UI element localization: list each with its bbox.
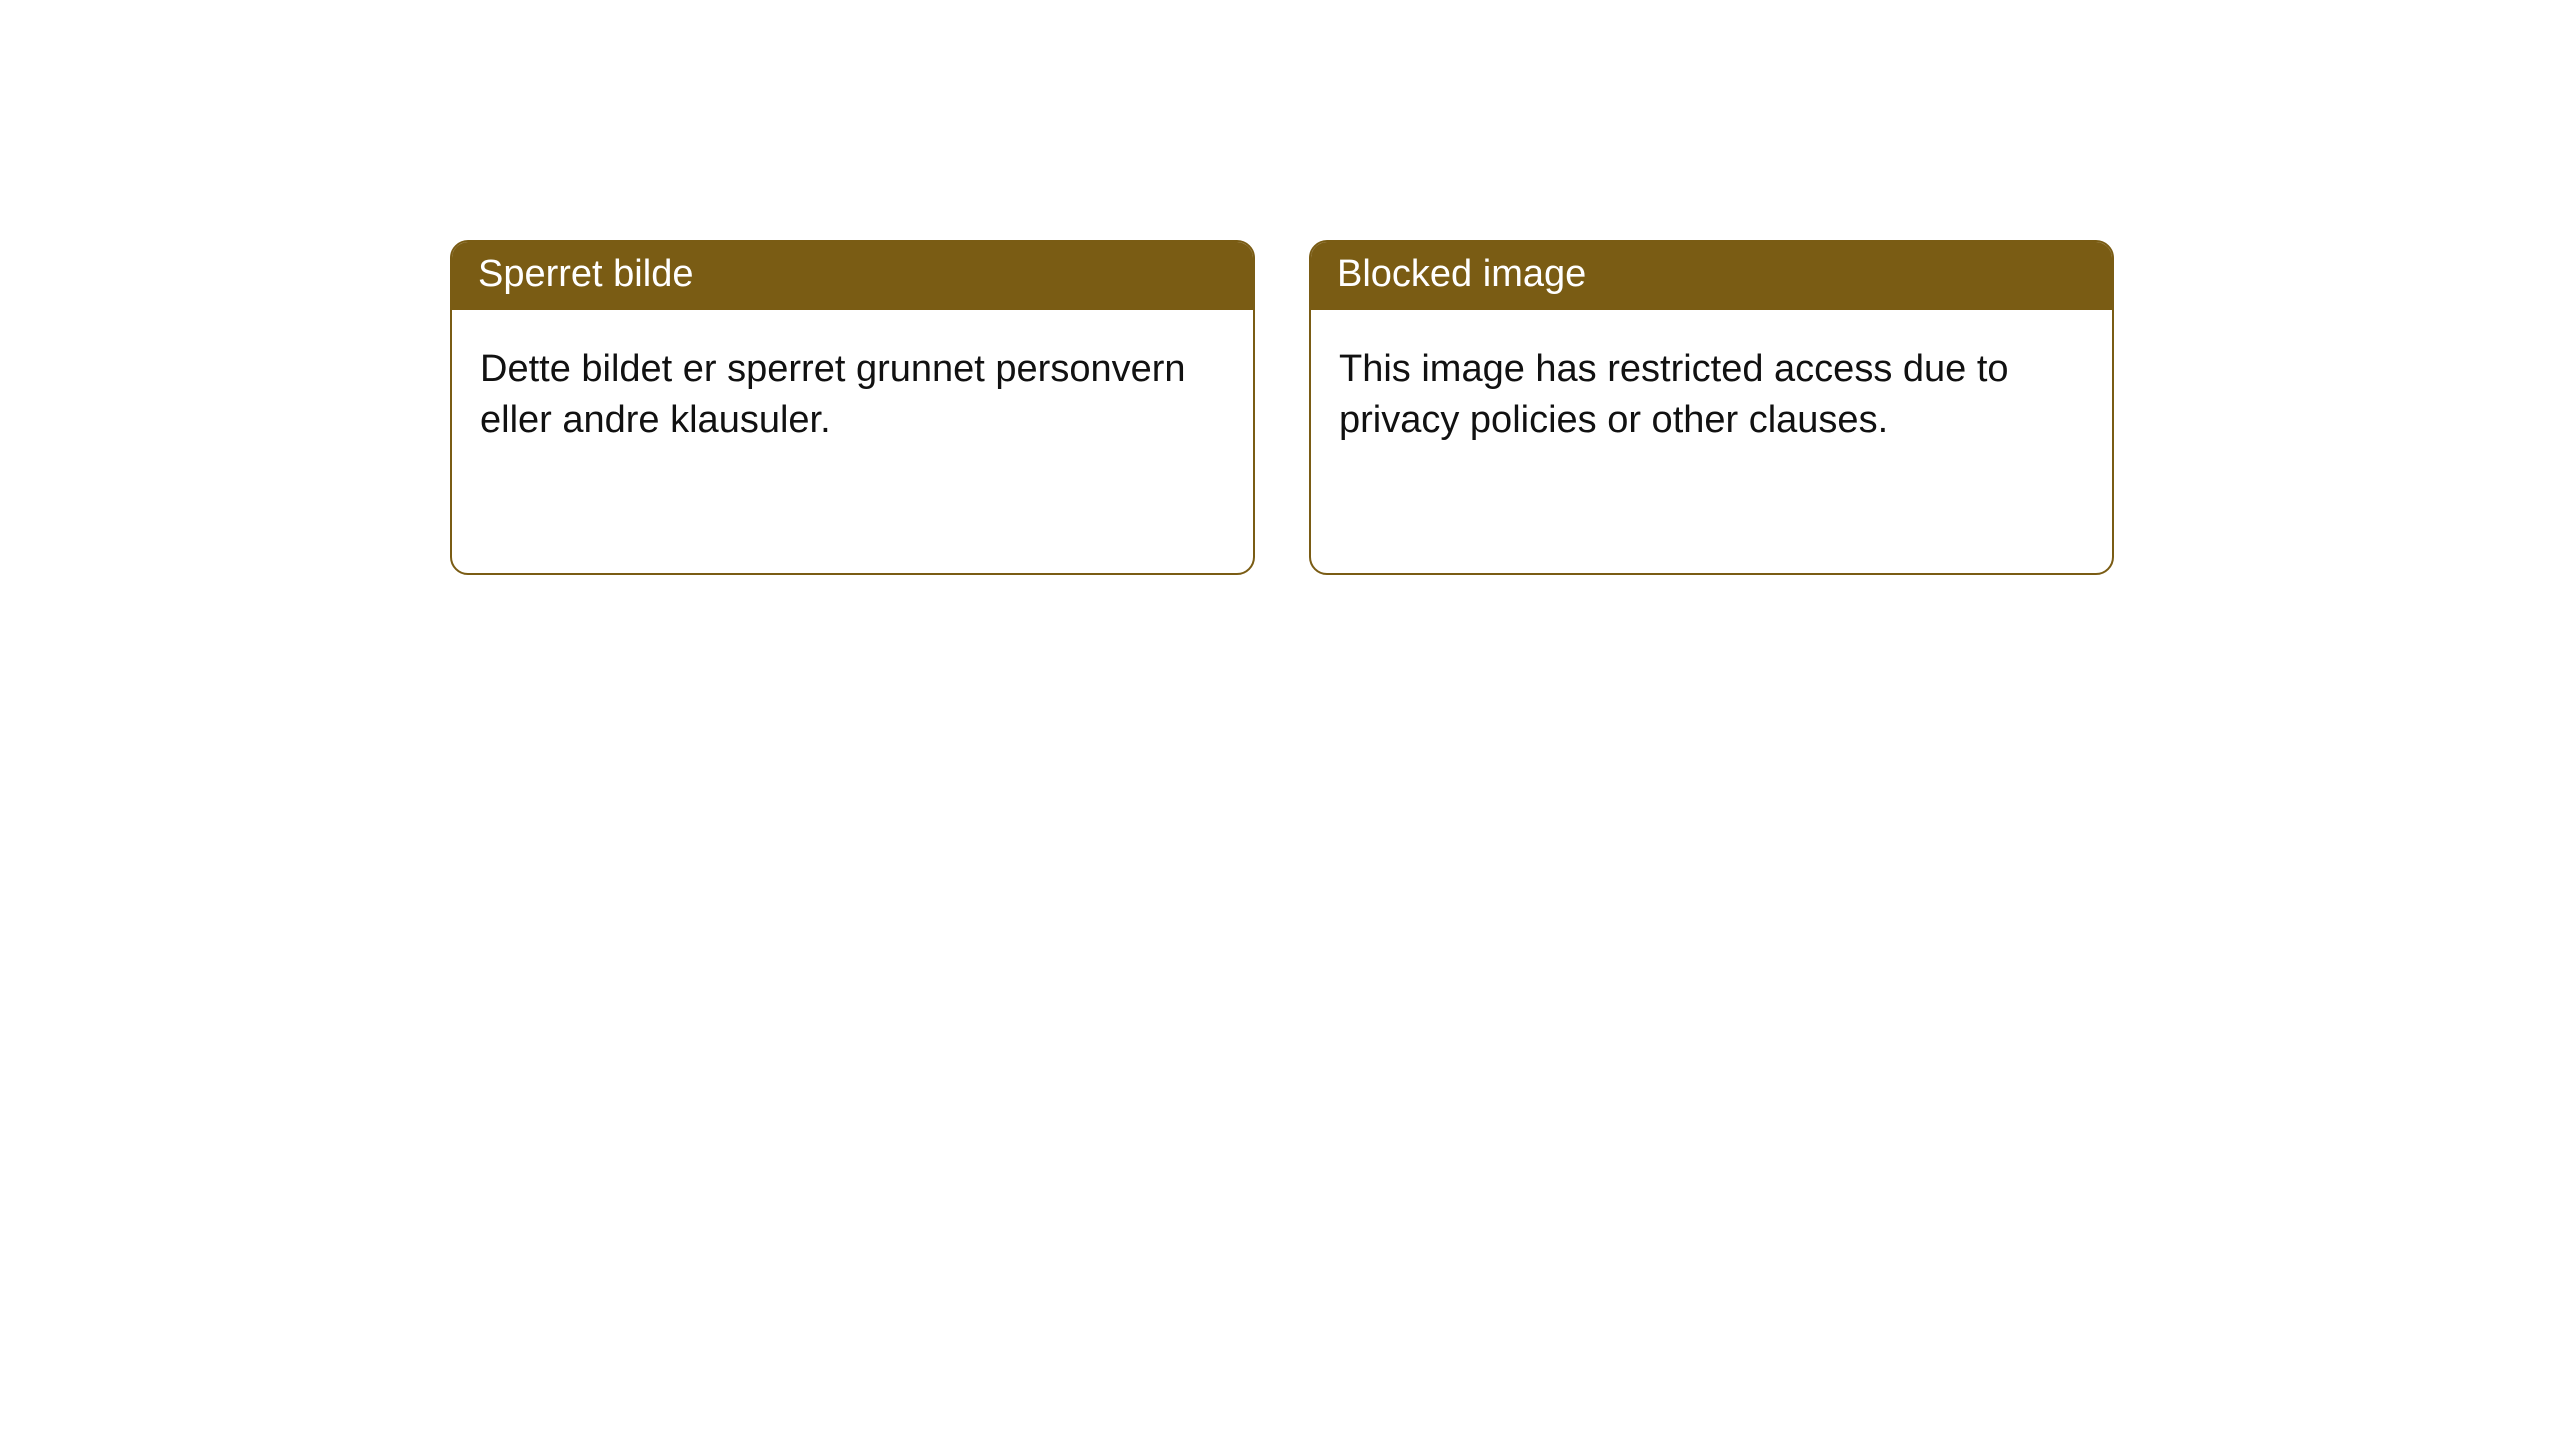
- card-body: Dette bildet er sperret grunnet personve…: [452, 310, 1253, 481]
- card-title: Blocked image: [1337, 253, 1586, 295]
- blocked-image-card-no: Sperret bilde Dette bildet er sperret gr…: [450, 240, 1255, 575]
- card-body-text: This image has restricted access due to …: [1339, 348, 2009, 441]
- card-body: This image has restricted access due to …: [1311, 310, 2112, 481]
- blocked-image-card-en: Blocked image This image has restricted …: [1309, 240, 2114, 575]
- card-title: Sperret bilde: [478, 253, 693, 295]
- card-body-text: Dette bildet er sperret grunnet personve…: [480, 348, 1186, 441]
- card-header: Blocked image: [1311, 242, 2112, 310]
- card-header: Sperret bilde: [452, 242, 1253, 310]
- notice-container: Sperret bilde Dette bildet er sperret gr…: [0, 0, 2560, 575]
